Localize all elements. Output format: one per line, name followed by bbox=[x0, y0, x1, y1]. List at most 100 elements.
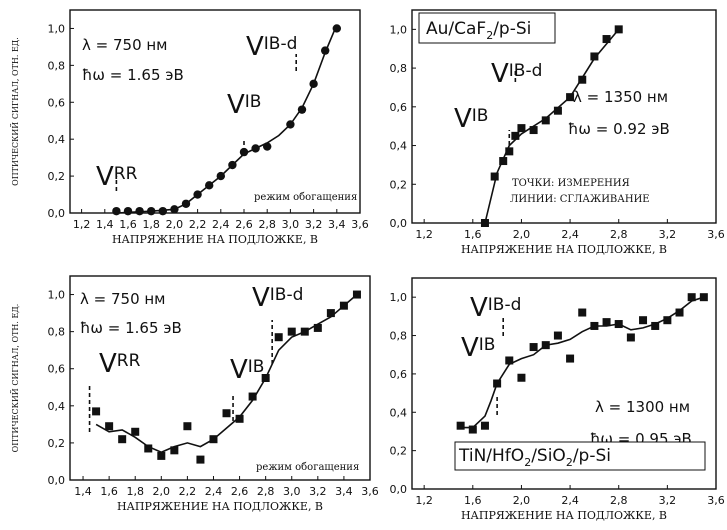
data-point bbox=[651, 321, 660, 330]
data-point bbox=[181, 199, 191, 208]
x-tick-label: 2,6 bbox=[235, 218, 253, 231]
data-point bbox=[626, 333, 635, 342]
x-tick-label: 1,8 bbox=[142, 218, 160, 231]
annotation-text: λ = 750 нм bbox=[80, 290, 166, 308]
sample-label-part: /SiO bbox=[531, 446, 566, 466]
data-point bbox=[602, 318, 611, 327]
data-point bbox=[339, 301, 348, 310]
x-tick-label: 3,6 bbox=[351, 218, 369, 231]
y-tick-label: 0,8 bbox=[48, 326, 66, 339]
x-tick-label: 1,2 bbox=[73, 218, 91, 231]
voltage-symbol: V bbox=[454, 104, 472, 134]
voltage-subscript: IB-d bbox=[270, 285, 304, 305]
data-point bbox=[251, 144, 260, 153]
x-tick-label: 2,0 bbox=[153, 485, 171, 498]
data-point bbox=[468, 425, 477, 434]
data-point bbox=[196, 455, 205, 464]
data-point bbox=[248, 392, 257, 401]
data-point bbox=[118, 435, 127, 444]
data-point bbox=[614, 25, 623, 34]
data-point bbox=[332, 24, 341, 33]
x-tick-label: 1,6 bbox=[100, 485, 118, 498]
x-tick-label: 2,8 bbox=[257, 485, 275, 498]
x-axis-label: НАПРЯЖЕНИЕ НА ПОДЛОЖКЕ, В bbox=[461, 509, 667, 522]
data-point bbox=[614, 320, 623, 329]
x-tick-label: 3,2 bbox=[309, 485, 327, 498]
panel-1: 1,2 1,4 1,6 1,8 2,0 2,2 2,4 2,6 2,8 3,0 3,2 3,4 3,6 0… bbox=[11, 9, 369, 246]
data-point bbox=[480, 421, 489, 430]
data-point bbox=[239, 147, 249, 157]
data-point bbox=[92, 407, 101, 416]
data-point bbox=[235, 414, 244, 423]
sample-label-part: /p-Si bbox=[493, 19, 531, 39]
data-point bbox=[553, 331, 562, 340]
y-tick-label: 0,2 bbox=[48, 170, 66, 183]
y-tick-label: 0,8 bbox=[390, 62, 408, 75]
y-tick-label: 0,4 bbox=[48, 400, 66, 413]
data-point bbox=[261, 374, 270, 382]
smoothing-line bbox=[460, 296, 705, 429]
data-point bbox=[205, 181, 214, 190]
data-point bbox=[499, 157, 508, 166]
data-point bbox=[566, 354, 575, 363]
y-tick-label: 0,4 bbox=[390, 140, 408, 153]
voltage-symbol: V bbox=[246, 32, 264, 62]
data-point bbox=[517, 124, 526, 133]
x-tick-label: 3,2 bbox=[659, 494, 677, 507]
data-point bbox=[352, 290, 361, 299]
y-tick-label: 0,4 bbox=[48, 133, 66, 146]
voltage-marker-label: VIB bbox=[227, 90, 261, 120]
voltage-marker-label: VIB bbox=[454, 104, 488, 134]
data-point bbox=[511, 131, 520, 140]
data-point bbox=[480, 219, 489, 227]
data-point bbox=[144, 444, 153, 453]
y-tick-label: 0,2 bbox=[48, 437, 66, 450]
data-point bbox=[309, 79, 318, 89]
data-point bbox=[147, 206, 156, 216]
voltage-marker-label: VIB-d bbox=[246, 32, 297, 62]
data-point bbox=[529, 343, 538, 352]
x-tick-label: 2,8 bbox=[610, 494, 628, 507]
y-tick-label: 0,6 bbox=[390, 368, 408, 381]
y-tick-label: 0,0 bbox=[48, 474, 66, 487]
data-point bbox=[699, 293, 708, 302]
x-axis-label: НАПРЯЖЕНИЕ НА ПОДЛОЖКЕ, В bbox=[112, 233, 318, 246]
data-point bbox=[529, 126, 538, 135]
x-tick-label: 1,2 bbox=[415, 494, 433, 507]
sample-label: Au/CaF2/p-Si bbox=[426, 19, 531, 42]
data-point bbox=[209, 435, 218, 444]
y-tick-label: 0,6 bbox=[390, 101, 408, 114]
voltage-subscript: RR bbox=[114, 164, 138, 184]
panel-2: 1,2 1,6 2,0 2,4 2,8 3,2 3,6 0,0 0,2 0,4 0,6 0,8 1,0 Н… bbox=[390, 9, 725, 256]
x-tick-label: 2,4 bbox=[561, 228, 579, 241]
data-point bbox=[326, 309, 335, 318]
x-tick-label: 2,8 bbox=[610, 228, 628, 241]
data-point bbox=[222, 409, 231, 418]
data-point bbox=[263, 142, 272, 151]
y-tick-label: 0,2 bbox=[390, 445, 408, 458]
x-tick-label: 3,6 bbox=[707, 494, 725, 507]
voltage-symbol: V bbox=[227, 90, 245, 120]
voltage-marker-label: VIB-d bbox=[491, 59, 542, 89]
data-point bbox=[602, 35, 611, 44]
data-point bbox=[183, 422, 192, 431]
sample-label: TiN/HfO2/SiO2/p-Si bbox=[458, 446, 611, 469]
x-tick-label: 1,6 bbox=[464, 228, 482, 241]
x-tick-label: 2,4 bbox=[561, 494, 579, 507]
data-point bbox=[216, 171, 225, 181]
annotation-text: ТОЧКИ: ИЗМЕРЕНИЯ bbox=[512, 178, 630, 189]
annotation-text: ħω = 0.92 эВ bbox=[568, 120, 670, 138]
data-point bbox=[663, 316, 672, 325]
annotation-text: ЛИНИИ: СГЛАЖИВАНИЕ bbox=[510, 194, 650, 205]
data-point bbox=[590, 321, 599, 330]
voltage-subscript: IB bbox=[248, 357, 265, 377]
data-point bbox=[590, 52, 599, 61]
data-point bbox=[456, 421, 465, 430]
sample-label-box bbox=[454, 441, 706, 471]
voltage-subscript: IB bbox=[472, 106, 489, 126]
data-point bbox=[157, 451, 166, 460]
y-tick-label: 0,0 bbox=[48, 207, 66, 220]
x-tick-label: 3,2 bbox=[305, 218, 323, 231]
y-tick-label: 0,6 bbox=[48, 96, 66, 109]
